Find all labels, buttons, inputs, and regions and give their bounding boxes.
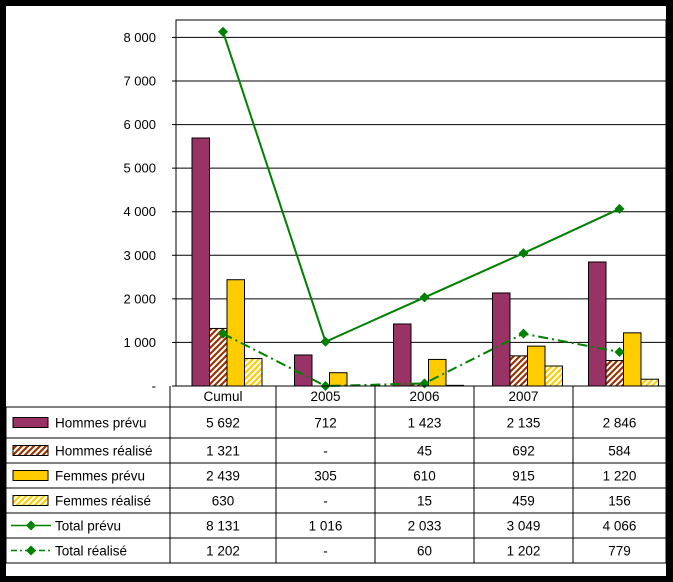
data-table: Cumul 2005 2006 2007 Hommes prévu 5 692 712 1 4… [6,385,666,564]
data-label-hommes-realise: 45 [417,444,432,459]
data-label-total-realise: 779 [608,544,631,559]
y-tick-label: 6 000 [123,117,156,132]
y-tick-label: 3 000 [123,248,156,263]
marker-total-realise [614,347,625,358]
data-label-femmes-prevu: 1 220 [603,469,637,484]
bar-femmes-prevu-2005 [329,372,348,387]
data-label-hommes-prevu: 712 [314,416,337,431]
bar-hommes-prevu-cumul [191,137,210,387]
data-label-hommes-realise: 584 [608,444,631,459]
y-tick-label: 2 000 [123,291,156,306]
data-label-total-prevu: 1 016 [309,519,343,534]
legend-marker-total-realise [26,545,36,556]
y-tick-label: 1 000 [123,335,156,350]
data-label-femmes-prevu: 305 [314,469,337,484]
bar-hommes-realise-2007 [509,355,528,387]
series-name-total-prevu: Total prévu [55,519,121,534]
bar-femmes-realise-col-5 [640,378,659,387]
data-label-hommes-realise: 692 [512,444,535,459]
data-label-total-realise: - [323,544,328,559]
legend-key-hommes-realise [12,445,49,456]
data-label-hommes-realise: - [323,444,328,459]
y-tick-label: 8 000 [123,30,156,45]
data-label-femmes-prevu: 915 [512,469,535,484]
series-name-hommes-prevu: Hommes prévu [55,416,147,431]
data-label-total-realise: 1 202 [507,544,541,559]
data-label-total-prevu: 8 131 [206,519,240,534]
data-label-total-realise: 60 [417,544,432,559]
data-label-hommes-prevu: 1 423 [408,416,442,431]
bar-hommes-prevu-col-5 [588,261,607,387]
y-axis-tick-labels: - 1 000 2 000 3 000 4 000 5 000 6 000 7 000 8 00… [123,30,156,394]
legend-key-femmes-realise [12,495,49,506]
y-tick-label: 7 000 [123,74,156,89]
series-name-femmes-realise: Femmes réalisé [55,494,151,509]
data-label-femmes-realise: - [323,494,328,509]
bar-femmes-realise-cumul [244,358,263,387]
data-label-hommes-realise: 1 321 [206,444,240,459]
marker-total-prevu [419,292,430,303]
marker-total-prevu [320,336,331,347]
data-label-hommes-prevu: 5 692 [206,416,240,431]
marker-total-realise [518,328,529,339]
category-label: 2007 [508,389,538,404]
line-series [218,26,625,391]
data-label-femmes-realise: 15 [417,494,432,509]
legend-key-femmes-prevu [12,470,49,481]
bar-femmes-prevu-2006 [428,358,447,387]
y-tick-label: 5 000 [123,161,156,176]
category-label: 2006 [409,389,439,404]
data-label-femmes-realise: 156 [608,494,631,509]
y-tick-label: 4 000 [123,204,156,219]
y-tick-label: - [152,379,156,394]
chart-background [6,6,666,576]
bar-femmes-realise-2007 [544,365,563,387]
data-label-femmes-realise: 630 [212,494,235,509]
legend-key-hommes-prevu [12,417,49,428]
marker-total-realise [218,328,228,339]
bar-hommes-realise-col-5 [605,360,624,387]
legend-marker-total-prevu [26,520,36,531]
data-label-total-prevu: 3 049 [507,519,541,534]
series-name-hommes-realise: Hommes réalisé [55,444,153,459]
bar-femmes-prevu-col-5 [623,332,642,387]
data-label-total-realise: 1 202 [206,544,240,559]
bar-femmes-prevu-cumul [226,279,245,387]
data-label-total-prevu: 2 033 [408,519,442,534]
series-name-total-realise: Total réalisé [55,544,127,559]
marker-total-prevu [614,203,625,214]
series-name-femmes-prevu: Femmes prévu [55,469,145,484]
category-label: 2005 [310,389,340,404]
marker-total-prevu [218,26,228,37]
data-label-total-prevu: 4 066 [603,519,637,534]
chart-area: - 1 000 2 000 3 000 4 000 5 000 6 000 7 000 8 00… [6,6,666,576]
bar-femmes-prevu-2007 [527,345,546,387]
data-label-femmes-realise: 459 [512,494,535,509]
marker-total-prevu [518,248,529,259]
data-label-hommes-prevu: 2 135 [507,416,541,431]
data-label-femmes-prevu: 2 439 [206,469,240,484]
bar-hommes-prevu-2006 [393,323,412,387]
data-label-femmes-prevu: 610 [413,469,436,484]
data-label-hommes-prevu: 2 846 [603,416,637,431]
bar-hommes-prevu-2007 [492,292,511,387]
category-label: Cumul [203,389,242,404]
gridlines [172,19,666,387]
